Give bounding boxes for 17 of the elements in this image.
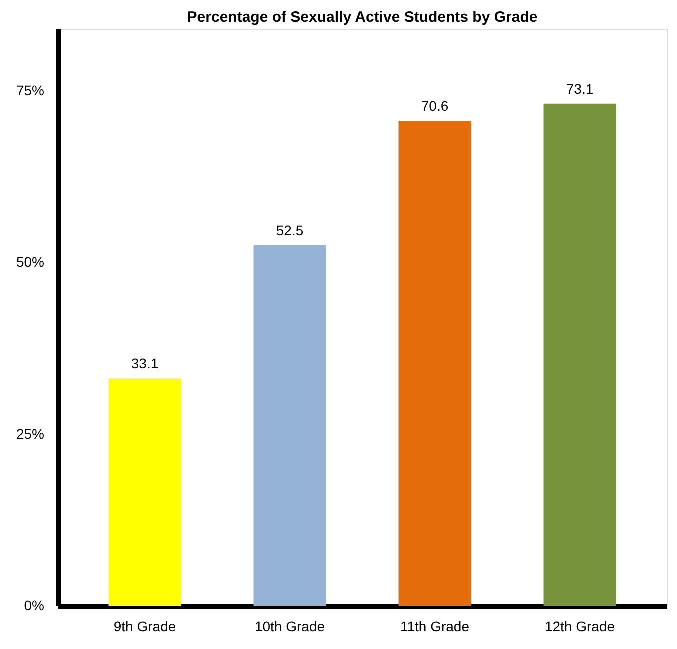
x-tick-label: 11th Grade xyxy=(400,618,470,634)
chart-title: Percentage of Sexually Active Students by Grade xyxy=(187,9,538,26)
y-tick-label: 50% xyxy=(16,254,44,270)
y-tick-label: 0% xyxy=(24,598,44,614)
bar xyxy=(108,378,182,606)
data-label: 70.6 xyxy=(421,98,449,114)
bar xyxy=(544,104,616,606)
x-tick-label: 9th Grade xyxy=(114,618,176,634)
data-label: 52.5 xyxy=(276,222,304,238)
y-tick-label: 25% xyxy=(16,426,44,442)
data-label: 33.1 xyxy=(131,356,159,372)
bar xyxy=(398,121,472,606)
x-tick-label: 10th Grade xyxy=(254,618,326,634)
bar xyxy=(254,245,326,606)
data-label: 73.1 xyxy=(566,80,594,97)
x-tick-label: 12th Grade xyxy=(544,618,616,634)
y-tick-label: 75% xyxy=(16,82,44,98)
